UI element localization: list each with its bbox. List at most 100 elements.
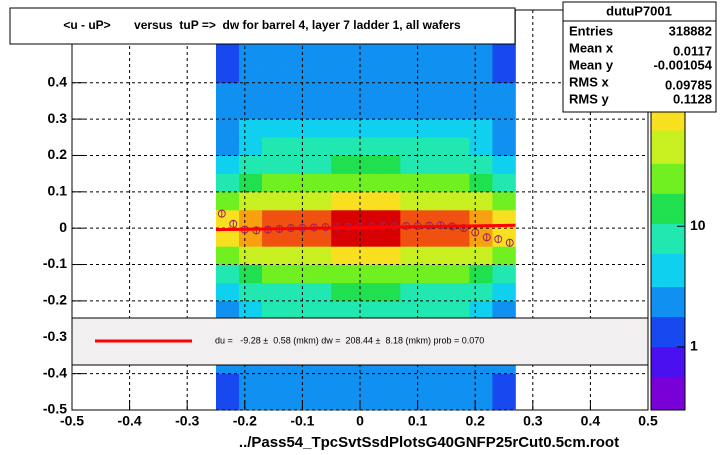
heatmap-cell — [216, 282, 240, 302]
palette-slice — [651, 203, 685, 208]
heatmap-cell — [400, 64, 424, 84]
heatmap-cell — [469, 137, 493, 156]
palette-slice — [651, 193, 685, 198]
palette-slice — [651, 356, 685, 361]
heatmap-cell — [262, 300, 286, 320]
heatmap-cell — [469, 300, 493, 320]
palette-slice — [651, 260, 685, 264]
heatmap-cell — [423, 173, 447, 193]
heatmap-cell — [423, 300, 447, 320]
heatmap-cell — [239, 373, 263, 393]
palette-slice — [651, 236, 685, 241]
palette-slice — [651, 256, 685, 261]
heatmap-cell — [492, 191, 516, 211]
y-tick-label: 0.4 — [48, 73, 68, 89]
y-tick-label: -0.3 — [43, 328, 67, 344]
palette-slice — [651, 136, 685, 141]
y-tick-label: -0.5 — [43, 401, 67, 417]
palette-slice — [651, 180, 685, 184]
profile-point — [494, 235, 503, 244]
heatmap-cell — [492, 264, 516, 284]
x-tick-label: 0.2 — [465, 413, 485, 429]
heatmap-cell — [377, 246, 401, 265]
profile-point — [505, 238, 514, 247]
palette-slice — [651, 343, 685, 348]
palette-slice — [651, 156, 685, 161]
palette-slice — [651, 366, 685, 371]
palette-slice — [651, 363, 685, 368]
heatmap-cell — [331, 191, 355, 211]
palette-slice — [651, 240, 685, 244]
palette-slice — [651, 233, 685, 238]
palette-slice — [651, 306, 685, 311]
heatmap-cell — [423, 191, 447, 211]
x-tick-label: 0.3 — [523, 413, 543, 429]
palette-slice — [651, 353, 685, 358]
heatmap-cell — [469, 82, 493, 102]
palette-slice — [651, 143, 685, 148]
heatmap-cell — [446, 191, 470, 211]
heatmap-cell — [262, 191, 286, 211]
heatmap-cell — [308, 391, 332, 411]
heatmap-cell — [308, 82, 332, 102]
heatmap-cell — [492, 64, 516, 84]
y-tick-label: -0.4 — [43, 364, 67, 380]
heatmap-cell — [308, 191, 332, 211]
heatmap-cell — [354, 119, 378, 138]
heatmap-cell — [354, 137, 378, 156]
palette-slice — [651, 280, 685, 284]
palette-slice — [651, 336, 685, 341]
heatmap-cell — [285, 64, 309, 84]
heatmap-cell — [239, 210, 263, 229]
heatmap-cell — [331, 155, 355, 174]
heatmap-cell — [469, 100, 493, 120]
heatmap-cell — [308, 282, 332, 302]
palette-slice — [651, 316, 685, 321]
heatmap-cell — [331, 228, 355, 247]
heatmap-cell — [446, 246, 470, 265]
heatmap-cell — [492, 155, 516, 174]
palette-slice — [651, 220, 685, 224]
palette-slice — [651, 150, 685, 154]
heatmap-cell — [308, 46, 332, 65]
heatmap-cell — [331, 119, 355, 138]
palette-slice — [651, 310, 685, 314]
heatmap-cell — [216, 82, 240, 102]
heatmap-cell — [446, 391, 470, 411]
heatmap-cell — [377, 282, 401, 302]
heatmap-cell — [354, 373, 378, 393]
heatmap-cell — [446, 64, 470, 84]
heatmap-cell — [446, 264, 470, 284]
heatmap-cell — [469, 246, 493, 265]
heatmap-cell — [239, 46, 263, 65]
heatmap-cell — [331, 100, 355, 120]
heatmap-cell — [285, 191, 309, 211]
heatmap-cell — [492, 100, 516, 120]
heatmap-cell — [377, 228, 401, 247]
palette-slice — [651, 276, 685, 281]
palette-slice — [651, 253, 685, 258]
palette-slice — [651, 266, 685, 271]
heatmap-cell — [239, 119, 263, 138]
heatmap-cell — [216, 137, 240, 156]
heatmap-cell — [239, 264, 263, 284]
palette-slice — [651, 166, 685, 171]
palette-slice — [651, 340, 685, 344]
heatmap-cell — [239, 173, 263, 193]
heatmap-cell — [469, 391, 493, 411]
palette-slice — [651, 213, 685, 218]
heatmap-cell — [400, 137, 424, 156]
heatmap-cell — [492, 46, 516, 65]
palette-slice — [651, 383, 685, 388]
heatmap-cell — [285, 300, 309, 320]
heatmap-cell — [423, 282, 447, 302]
heatmap-cell — [400, 100, 424, 120]
heatmap-cell — [331, 373, 355, 393]
heatmap-cell — [492, 246, 516, 265]
heatmap-cell — [354, 246, 378, 265]
stats-label: Mean x — [569, 40, 614, 55]
heatmap-cell — [331, 300, 355, 320]
palette-slice — [651, 210, 685, 214]
palette-slice — [651, 333, 685, 338]
palette-slice — [651, 196, 685, 201]
